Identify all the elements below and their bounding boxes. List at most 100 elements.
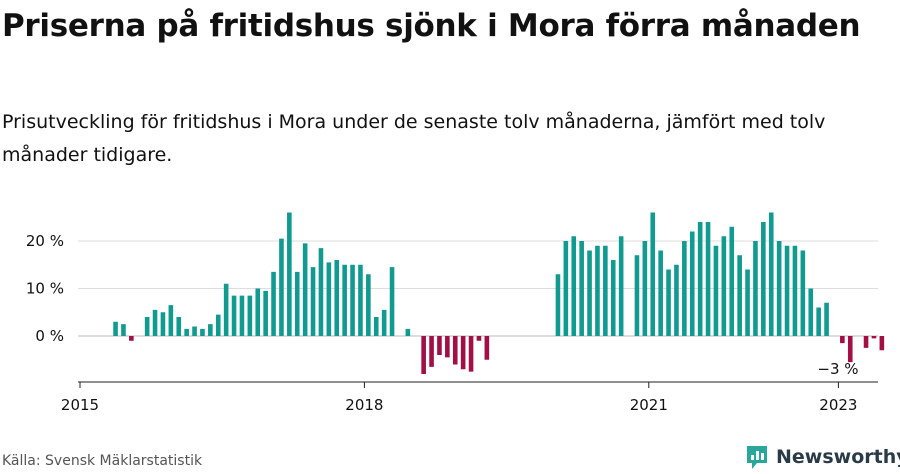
bar xyxy=(658,250,663,336)
bar xyxy=(824,302,829,336)
bar xyxy=(366,274,371,336)
bar xyxy=(310,267,316,337)
bar xyxy=(792,245,798,336)
brand-name: Newsworthy xyxy=(776,446,900,468)
bar xyxy=(208,324,213,337)
bar xyxy=(879,336,885,351)
bar xyxy=(184,328,189,337)
bar xyxy=(405,328,411,337)
bar xyxy=(484,336,490,360)
bar xyxy=(129,336,134,341)
y-tick-label: 10 % xyxy=(26,280,64,298)
bar xyxy=(231,295,237,337)
x-tick-label: 2021 xyxy=(630,396,668,414)
bar xyxy=(642,241,648,336)
chart-subtitle: Prisutveckling för fritidshus i Mora und… xyxy=(2,111,826,166)
y-tick-label: 0 % xyxy=(35,327,64,345)
bar xyxy=(271,271,276,337)
bar xyxy=(840,336,845,344)
bar xyxy=(168,305,174,337)
bar xyxy=(176,317,182,336)
bar xyxy=(674,264,679,336)
bar xyxy=(650,212,656,336)
bar xyxy=(373,317,379,336)
bar xyxy=(689,231,695,336)
bar xyxy=(223,283,229,336)
chart-title: Priserna på fritidshus sjönk i Mora förr… xyxy=(2,8,861,44)
bar xyxy=(555,274,561,336)
last-value-annotation: −3 % xyxy=(817,360,858,378)
bar xyxy=(784,245,790,336)
bar xyxy=(618,236,624,336)
bar xyxy=(768,212,774,336)
x-tick-label: 2015 xyxy=(61,396,99,414)
bar xyxy=(697,222,703,336)
bar xyxy=(445,336,450,358)
bar xyxy=(255,288,261,336)
bar xyxy=(294,271,300,337)
bar xyxy=(871,336,877,339)
bar xyxy=(737,255,742,336)
newsworthy-logo-icon xyxy=(747,446,767,469)
bar xyxy=(587,250,592,336)
bar xyxy=(634,255,640,336)
bars xyxy=(113,212,885,374)
gridlines xyxy=(78,240,878,337)
bar xyxy=(595,245,600,336)
bar xyxy=(381,309,387,337)
bar xyxy=(761,222,766,336)
y-tick-label: 20 % xyxy=(26,232,64,250)
bar xyxy=(215,314,221,337)
bar xyxy=(342,264,347,336)
bar xyxy=(421,336,426,374)
bar xyxy=(571,236,577,336)
bar xyxy=(563,241,569,336)
axes: 0 % 10 % 20 % 2015 2018 2021 2023 xyxy=(26,232,878,414)
bar xyxy=(437,336,442,355)
bar xyxy=(603,245,608,336)
bar xyxy=(776,241,782,336)
bar xyxy=(263,290,268,337)
bar xyxy=(745,269,750,336)
bar xyxy=(610,260,616,336)
source-note: Källa: Svensk Mäklarstatistik xyxy=(2,453,203,469)
bar xyxy=(287,212,292,336)
bar xyxy=(863,336,869,348)
bar xyxy=(318,248,324,337)
brand: Newsworthy xyxy=(746,441,900,473)
bar xyxy=(152,309,158,337)
bar xyxy=(847,336,853,363)
bar xyxy=(816,307,821,336)
bar xyxy=(729,226,735,336)
bar xyxy=(666,269,671,336)
bar xyxy=(713,245,719,336)
bar xyxy=(326,262,332,337)
bar xyxy=(800,250,806,336)
bar xyxy=(279,238,284,337)
bar xyxy=(350,264,355,336)
bar xyxy=(247,295,253,337)
bar xyxy=(192,326,197,336)
bar xyxy=(753,241,758,336)
bar xyxy=(389,267,395,337)
bar xyxy=(144,317,150,336)
bar xyxy=(358,264,363,336)
bar xyxy=(808,288,814,336)
x-tick-label: 2018 xyxy=(345,396,383,414)
bar xyxy=(160,312,166,336)
bar xyxy=(113,321,118,336)
x-tick-label: 2023 xyxy=(819,396,857,414)
bar xyxy=(334,260,340,336)
bar xyxy=(302,243,308,337)
bar xyxy=(721,236,727,336)
bar xyxy=(429,336,434,367)
bar xyxy=(579,241,584,336)
bar xyxy=(468,336,474,372)
bar xyxy=(452,336,458,365)
bar xyxy=(476,336,482,341)
bar xyxy=(705,222,711,336)
bar xyxy=(682,241,687,336)
bar xyxy=(460,336,466,370)
bar xyxy=(121,324,126,337)
